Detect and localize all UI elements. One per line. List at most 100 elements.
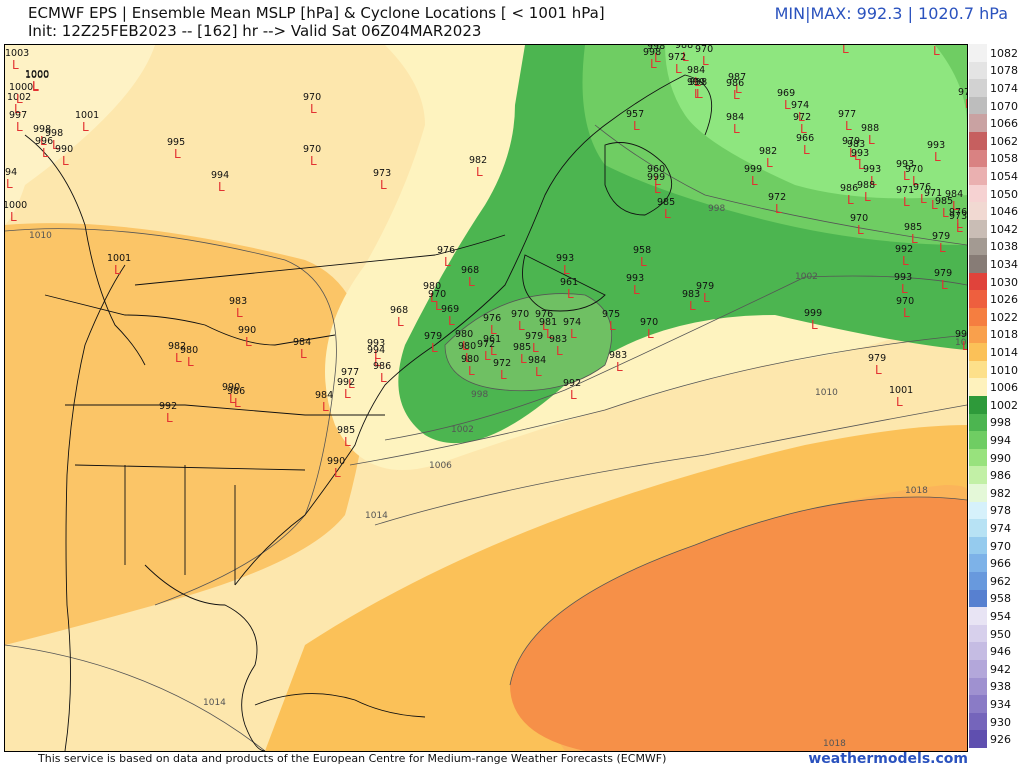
- cyclone-l-marker: L: [14, 102, 21, 116]
- cyclone-l-marker: L: [187, 355, 194, 369]
- cyclone-pressure-label: 997: [9, 110, 27, 121]
- isobar-label: 1014: [203, 698, 226, 708]
- cyclone-l-marker: L: [175, 351, 182, 365]
- zone-1006-1010-nw: [5, 45, 155, 225]
- cyclone-l-marker: L: [956, 221, 963, 235]
- cyclone-marker: 989L: [933, 45, 940, 58]
- cyclone-l-marker: L: [854, 149, 861, 163]
- site-link[interactable]: weathermodels.com: [808, 751, 968, 767]
- cyclone-pressure-label: 986: [726, 78, 744, 89]
- cyclone-l-marker: L: [310, 154, 317, 168]
- cyclone-l-marker: L: [803, 143, 810, 157]
- cyclone-pressure-label: 979: [868, 353, 886, 364]
- cyclone-pressure-label: 983: [609, 350, 627, 361]
- colorbar-label: 1002: [990, 398, 1018, 412]
- cyclone-pressure-label: 994: [211, 170, 229, 181]
- colorbar-swatch: [969, 536, 987, 555]
- map-canvas: 1010 1014 1018 1018 1006 1002 998 998 10…: [5, 45, 967, 751]
- cyclone-l-marker: L: [902, 254, 909, 268]
- cyclone-pressure-label: 985: [904, 222, 922, 233]
- cyclone-l-marker: L: [858, 158, 865, 172]
- cyclone-pressure-label: 992: [895, 244, 913, 255]
- cyclone-pressure-label: 973: [373, 168, 391, 179]
- cyclone-pressure-label: 994: [5, 167, 17, 178]
- cyclone-l-marker: L: [609, 319, 616, 333]
- cyclone-pressure-label: 971: [924, 188, 942, 199]
- border-lines-south: [124, 465, 236, 585]
- cyclone-l-marker: L: [962, 339, 967, 353]
- cyclone-l-marker: L: [633, 119, 640, 133]
- cyclone-l-marker: L: [654, 182, 661, 196]
- cyclone-l-marker: L: [694, 87, 701, 101]
- colorbar-swatch: [969, 501, 987, 520]
- cyclone-l-marker: L: [234, 396, 241, 410]
- cyclone-pressure-label: 970: [303, 92, 321, 103]
- cyclone-pressure-label: 998: [955, 329, 967, 340]
- colorbar-swatch: [969, 167, 987, 186]
- cyclone-pressure-label: 992: [337, 377, 355, 388]
- colorbar-label: 982: [990, 486, 1011, 500]
- cyclone-pressure-label: 980: [423, 281, 441, 292]
- cyclone-pressure-label: 979: [525, 331, 543, 342]
- cyclone-pressure-label: 1000: [25, 70, 49, 81]
- cyclone-l-marker: L: [563, 263, 570, 277]
- colorbar-label: 1014: [990, 346, 1018, 359]
- ecmwf-credit: This service is based on data and produc…: [38, 752, 667, 765]
- isobar-label: 1006: [429, 461, 452, 471]
- cyclone-l-marker: L: [939, 241, 946, 255]
- cyclone-l-marker: L: [52, 138, 59, 152]
- isobar-labels: 1010 1014 1018 1018 1006 1002 998 998 10…: [29, 204, 967, 749]
- header: ECMWF EPS | Ensemble Mean MSLP [hPa] & C…: [0, 0, 1024, 44]
- colorbar-label: 954: [990, 610, 1011, 623]
- cyclone-l-marker: L: [903, 195, 910, 209]
- colorbar-label: 1078: [990, 64, 1018, 78]
- cyclone-l-marker: L: [174, 147, 181, 161]
- init-valid-time: Init: 12Z25FEB2023 -- [162] hr --> Valid…: [28, 22, 482, 40]
- cyclone-pressure-label: 976: [535, 309, 553, 320]
- cyclone-pressure-label: 970: [905, 164, 923, 175]
- cyclone-pressure-label: 979: [424, 331, 442, 342]
- colorbar-swatch: [969, 272, 987, 291]
- mslp-map[interactable]: 1010 1014 1018 1018 1006 1002 998 998 10…: [4, 44, 968, 752]
- cyclone-l-marker: L: [300, 347, 307, 361]
- cyclone-pressure-label: 994: [367, 345, 385, 356]
- cyclone-l-marker: L: [857, 223, 864, 237]
- cyclone-pressure-label: 993: [851, 148, 869, 159]
- cyclone-pressure-label: 982: [759, 146, 777, 157]
- isobar-1002: [384, 275, 967, 441]
- cyclone-pressure-label: 957: [626, 109, 644, 120]
- cyclone-pressure-label: 984: [726, 112, 744, 123]
- cyclone-l-marker: L: [114, 263, 121, 277]
- cyclone-l-marker: L: [570, 327, 577, 341]
